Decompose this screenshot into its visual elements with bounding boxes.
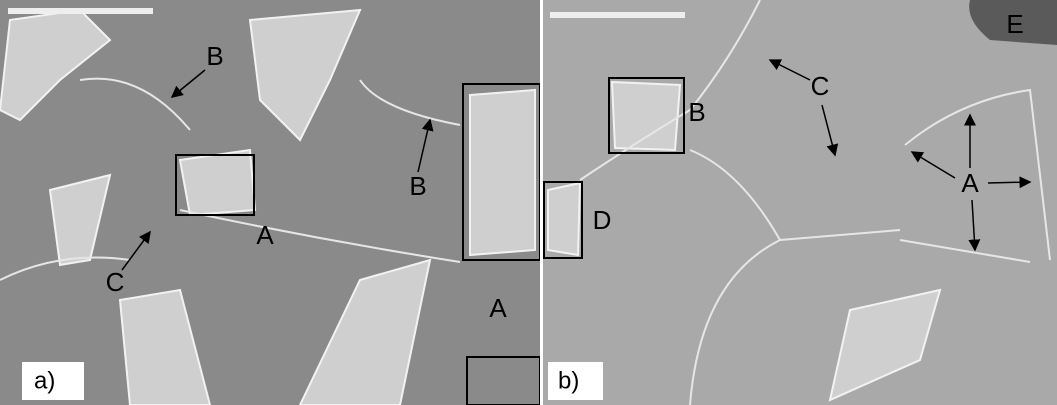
panel-b: C B A D E b) (543, 0, 1057, 405)
figure: B B A A C a) C B A D E b) (0, 0, 1057, 405)
annotation: D (593, 205, 612, 235)
annotation: C (106, 267, 125, 297)
divider (540, 0, 543, 405)
annotation: B (688, 97, 705, 127)
phase (548, 183, 580, 255)
annotation: B (409, 171, 426, 201)
micrograph-b (543, 0, 1057, 405)
annotation: A (489, 293, 507, 323)
panel-a: B B A A C a) (0, 0, 540, 405)
panel-label: a) (34, 367, 55, 394)
scale-bar (8, 8, 153, 14)
scale-bar (550, 12, 685, 18)
annotation: C (811, 71, 830, 101)
phase (612, 82, 680, 150)
panel-label: b) (558, 367, 579, 394)
phase (180, 150, 255, 215)
annotation: E (1006, 9, 1023, 39)
annotation: B (206, 41, 223, 71)
annotation: A (256, 220, 274, 250)
arrow (988, 182, 1030, 183)
annotation: A (961, 168, 979, 198)
phase (470, 90, 535, 255)
